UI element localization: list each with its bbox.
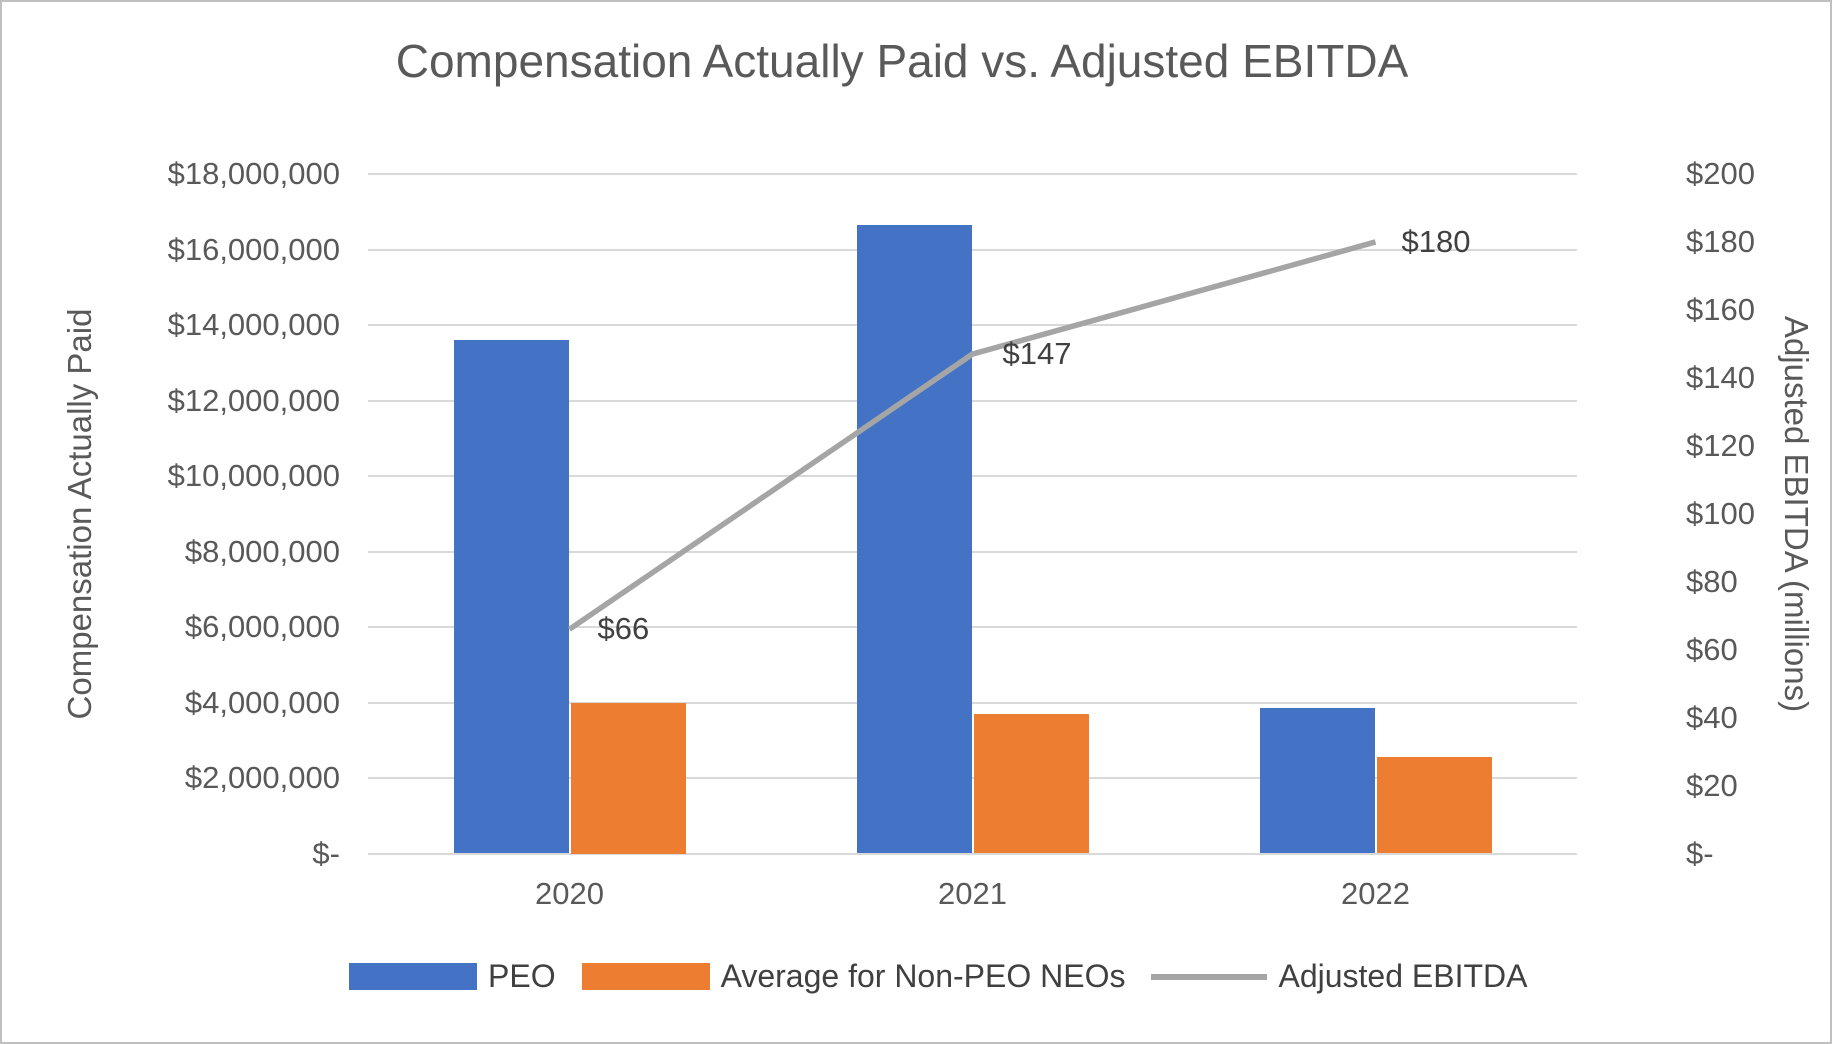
gridline	[368, 701, 1577, 704]
bar-non-peo-2021	[973, 713, 1089, 854]
left-axis-tick: $14,000,000	[167, 307, 340, 342]
bar-peo-2020	[453, 340, 569, 854]
right-axis-tick: $160	[1686, 291, 1755, 327]
left-axis-tick: $16,000,000	[167, 231, 340, 267]
bar-peo-2022	[1259, 708, 1375, 854]
left-axis-tick: $18,000,000	[167, 156, 340, 191]
right-axis-tick: $180	[1686, 223, 1755, 259]
right-axis-tick: $-	[1686, 835, 1714, 871]
non-peo-legend-swatch	[581, 963, 710, 990]
right-axis-tick: $40	[1686, 699, 1738, 735]
left-axis-tick: $2,000,000	[184, 760, 340, 795]
right-axis-tick: $120	[1686, 427, 1755, 463]
right-axis-tick: $140	[1686, 359, 1755, 395]
right-axis-tick: $60	[1686, 631, 1738, 667]
left-axis-tick: $10,000,000	[167, 458, 340, 493]
gridline	[368, 173, 1577, 175]
x-axis-label-2020: 2020	[535, 876, 604, 911]
left-axis-tick: $4,000,000	[184, 684, 340, 720]
right-axis-tick: $20	[1686, 767, 1738, 803]
left-axis-tick: $8,000,000	[184, 533, 340, 569]
legend-item-non-peo: Average for Non-PEO NEOs	[581, 958, 1126, 995]
chart-title: Compensation Actually Paid vs. Adjusted …	[395, 35, 1409, 87]
x-axis-label-2021: 2021	[938, 876, 1007, 911]
legend-item-peo: PEO	[349, 958, 556, 995]
left-axis-tick: $-	[312, 835, 340, 871]
right-axis-tick: $80	[1686, 563, 1738, 599]
bar-non-peo-2020	[570, 702, 686, 854]
legend: PEO Average for Non-PEO NEOs Adjusted EB…	[349, 958, 1527, 995]
bar-non-peo-2022	[1376, 757, 1492, 854]
gridline	[368, 777, 1577, 779]
ebitda-data-label: $147	[1002, 336, 1072, 372]
non-peo-legend-label: Average for Non-PEO NEOs	[720, 958, 1126, 994]
legend-item-ebitda: Adjusted EBITDA	[1151, 958, 1527, 995]
ebitda-legend-label: Adjusted EBITDA	[1278, 958, 1528, 994]
ebitda-legend-line-swatch	[1151, 973, 1268, 980]
gridline	[368, 399, 1577, 402]
x-axis-label-2022: 2022	[1341, 876, 1410, 911]
gridline	[368, 475, 1577, 477]
gridline	[368, 248, 1577, 251]
peo-legend-label: PEO	[488, 958, 556, 994]
peo-legend-swatch	[349, 963, 477, 990]
gridline	[368, 626, 1577, 628]
gridline	[368, 550, 1577, 553]
right-axis-tick: $100	[1686, 495, 1755, 531]
ebitda-data-label: $66	[597, 611, 650, 647]
bar-peo-2021	[856, 224, 972, 854]
gridline	[368, 324, 1577, 326]
left-axis-tick: $6,000,000	[184, 609, 340, 644]
gridline	[368, 852, 1577, 855]
ebitda-data-label: $180	[1401, 223, 1471, 259]
left-axis-tick: $12,000,000	[167, 382, 340, 418]
right-axis-tick: $200	[1686, 156, 1755, 191]
